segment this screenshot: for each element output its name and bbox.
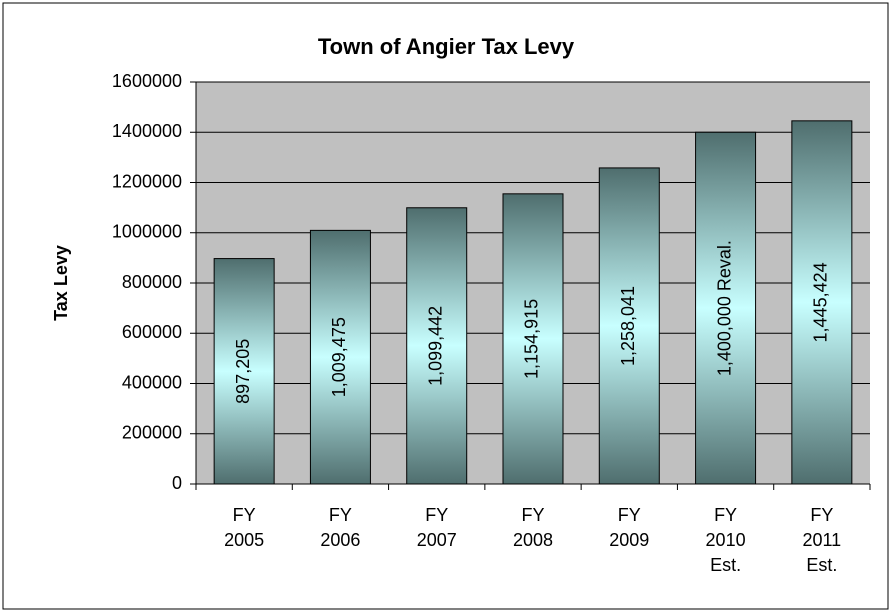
x-tick-label: FY 2010 Est. [706, 505, 746, 575]
y-tick-label: 1600000 [112, 71, 182, 91]
x-tick-label: FY 2008 [513, 505, 553, 550]
bar [502, 193, 564, 485]
y-tick-label: 200000 [122, 423, 182, 443]
y-tick-label: 600000 [122, 322, 182, 342]
x-tick-label: FY 2011 Est. [802, 505, 841, 575]
bar [406, 207, 468, 485]
x-tick-label: FY 2005 [224, 505, 264, 550]
bar [791, 120, 853, 485]
x-tick-label: FY 2006 [320, 505, 360, 550]
y-tick-label: 400000 [122, 372, 182, 392]
y-tick-label: 1400000 [112, 121, 182, 141]
bar [213, 258, 275, 485]
value-label: 897,205 [233, 339, 253, 404]
bar [309, 229, 371, 485]
y-tick-label: 1000000 [112, 222, 182, 242]
value-label: 1,009,475 [329, 317, 349, 397]
y-tick-label: 800000 [122, 272, 182, 292]
x-tick-label: FY 2009 [609, 505, 649, 550]
y-tick-label: 0 [172, 473, 182, 493]
chart-title: Town of Angier Tax Levy [318, 34, 575, 59]
value-label: 1,154,915 [522, 299, 542, 379]
value-label: 1,445,424 [811, 262, 831, 342]
value-label: 1,258,041 [618, 286, 638, 366]
bar [695, 131, 757, 485]
y-tick-label: 1200000 [112, 171, 182, 191]
value-label: 1,400,000 Reval. [714, 240, 734, 376]
bar [598, 167, 660, 485]
x-tick-label: FY 2007 [417, 505, 457, 550]
y-axis-label: Tax Levy [51, 245, 71, 321]
value-label: 1,099,442 [425, 306, 445, 386]
